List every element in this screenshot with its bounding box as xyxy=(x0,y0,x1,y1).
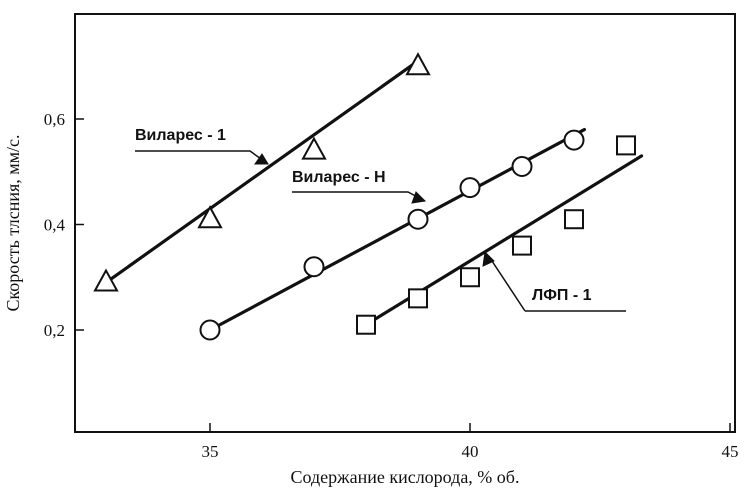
y-tick-label: 0,2 xyxy=(44,321,65,340)
circle-marker xyxy=(511,155,533,177)
square-marker xyxy=(616,135,636,156)
circle-marker xyxy=(563,129,585,151)
triangle-marker xyxy=(197,205,223,229)
square-marker xyxy=(356,314,376,335)
circle-marker xyxy=(459,177,481,199)
series-label: ЛФП - 1 xyxy=(532,287,592,304)
fit-line-1 xyxy=(104,59,420,285)
circle-marker xyxy=(199,319,221,341)
x-tick-label: 35 xyxy=(202,442,219,461)
y-axis-title: Скорость тлсния, мм/с. xyxy=(3,134,23,311)
label-leader-line xyxy=(489,257,526,312)
arrowhead-icon xyxy=(482,250,495,267)
arrowhead-icon xyxy=(411,191,427,204)
triangle-marker xyxy=(93,268,119,292)
triangle-marker xyxy=(405,52,431,76)
circle-marker xyxy=(407,208,429,230)
fit-line-3 xyxy=(364,154,644,327)
label-leader-line xyxy=(135,150,269,165)
y-tick-label: 0,4 xyxy=(44,216,66,235)
series-labels: Виларес - 1 Виларес - Н ЛФП - 1 xyxy=(135,127,626,312)
square-marker xyxy=(512,235,532,256)
y-tick-label: 0,6 xyxy=(44,110,65,129)
x-axis-title: Содержание кислорода, % об. xyxy=(291,467,520,487)
triangle-marker xyxy=(301,136,327,160)
data-markers xyxy=(93,52,636,341)
x-tick-label: 45 xyxy=(722,442,739,461)
circle-marker xyxy=(303,256,325,278)
square-marker xyxy=(460,267,480,288)
square-marker xyxy=(564,209,584,230)
axis-ticks: 35 40 45 0,2 0,4 0,6 xyxy=(44,110,739,461)
series-label: Виларес - Н xyxy=(292,169,386,186)
arrowhead-icon xyxy=(254,153,269,165)
square-marker xyxy=(408,288,428,309)
plot-frame xyxy=(74,13,736,433)
label-leader-line xyxy=(292,191,426,202)
series-label: Виларес - 1 xyxy=(135,127,226,144)
x-tick-label: 40 xyxy=(462,442,479,461)
